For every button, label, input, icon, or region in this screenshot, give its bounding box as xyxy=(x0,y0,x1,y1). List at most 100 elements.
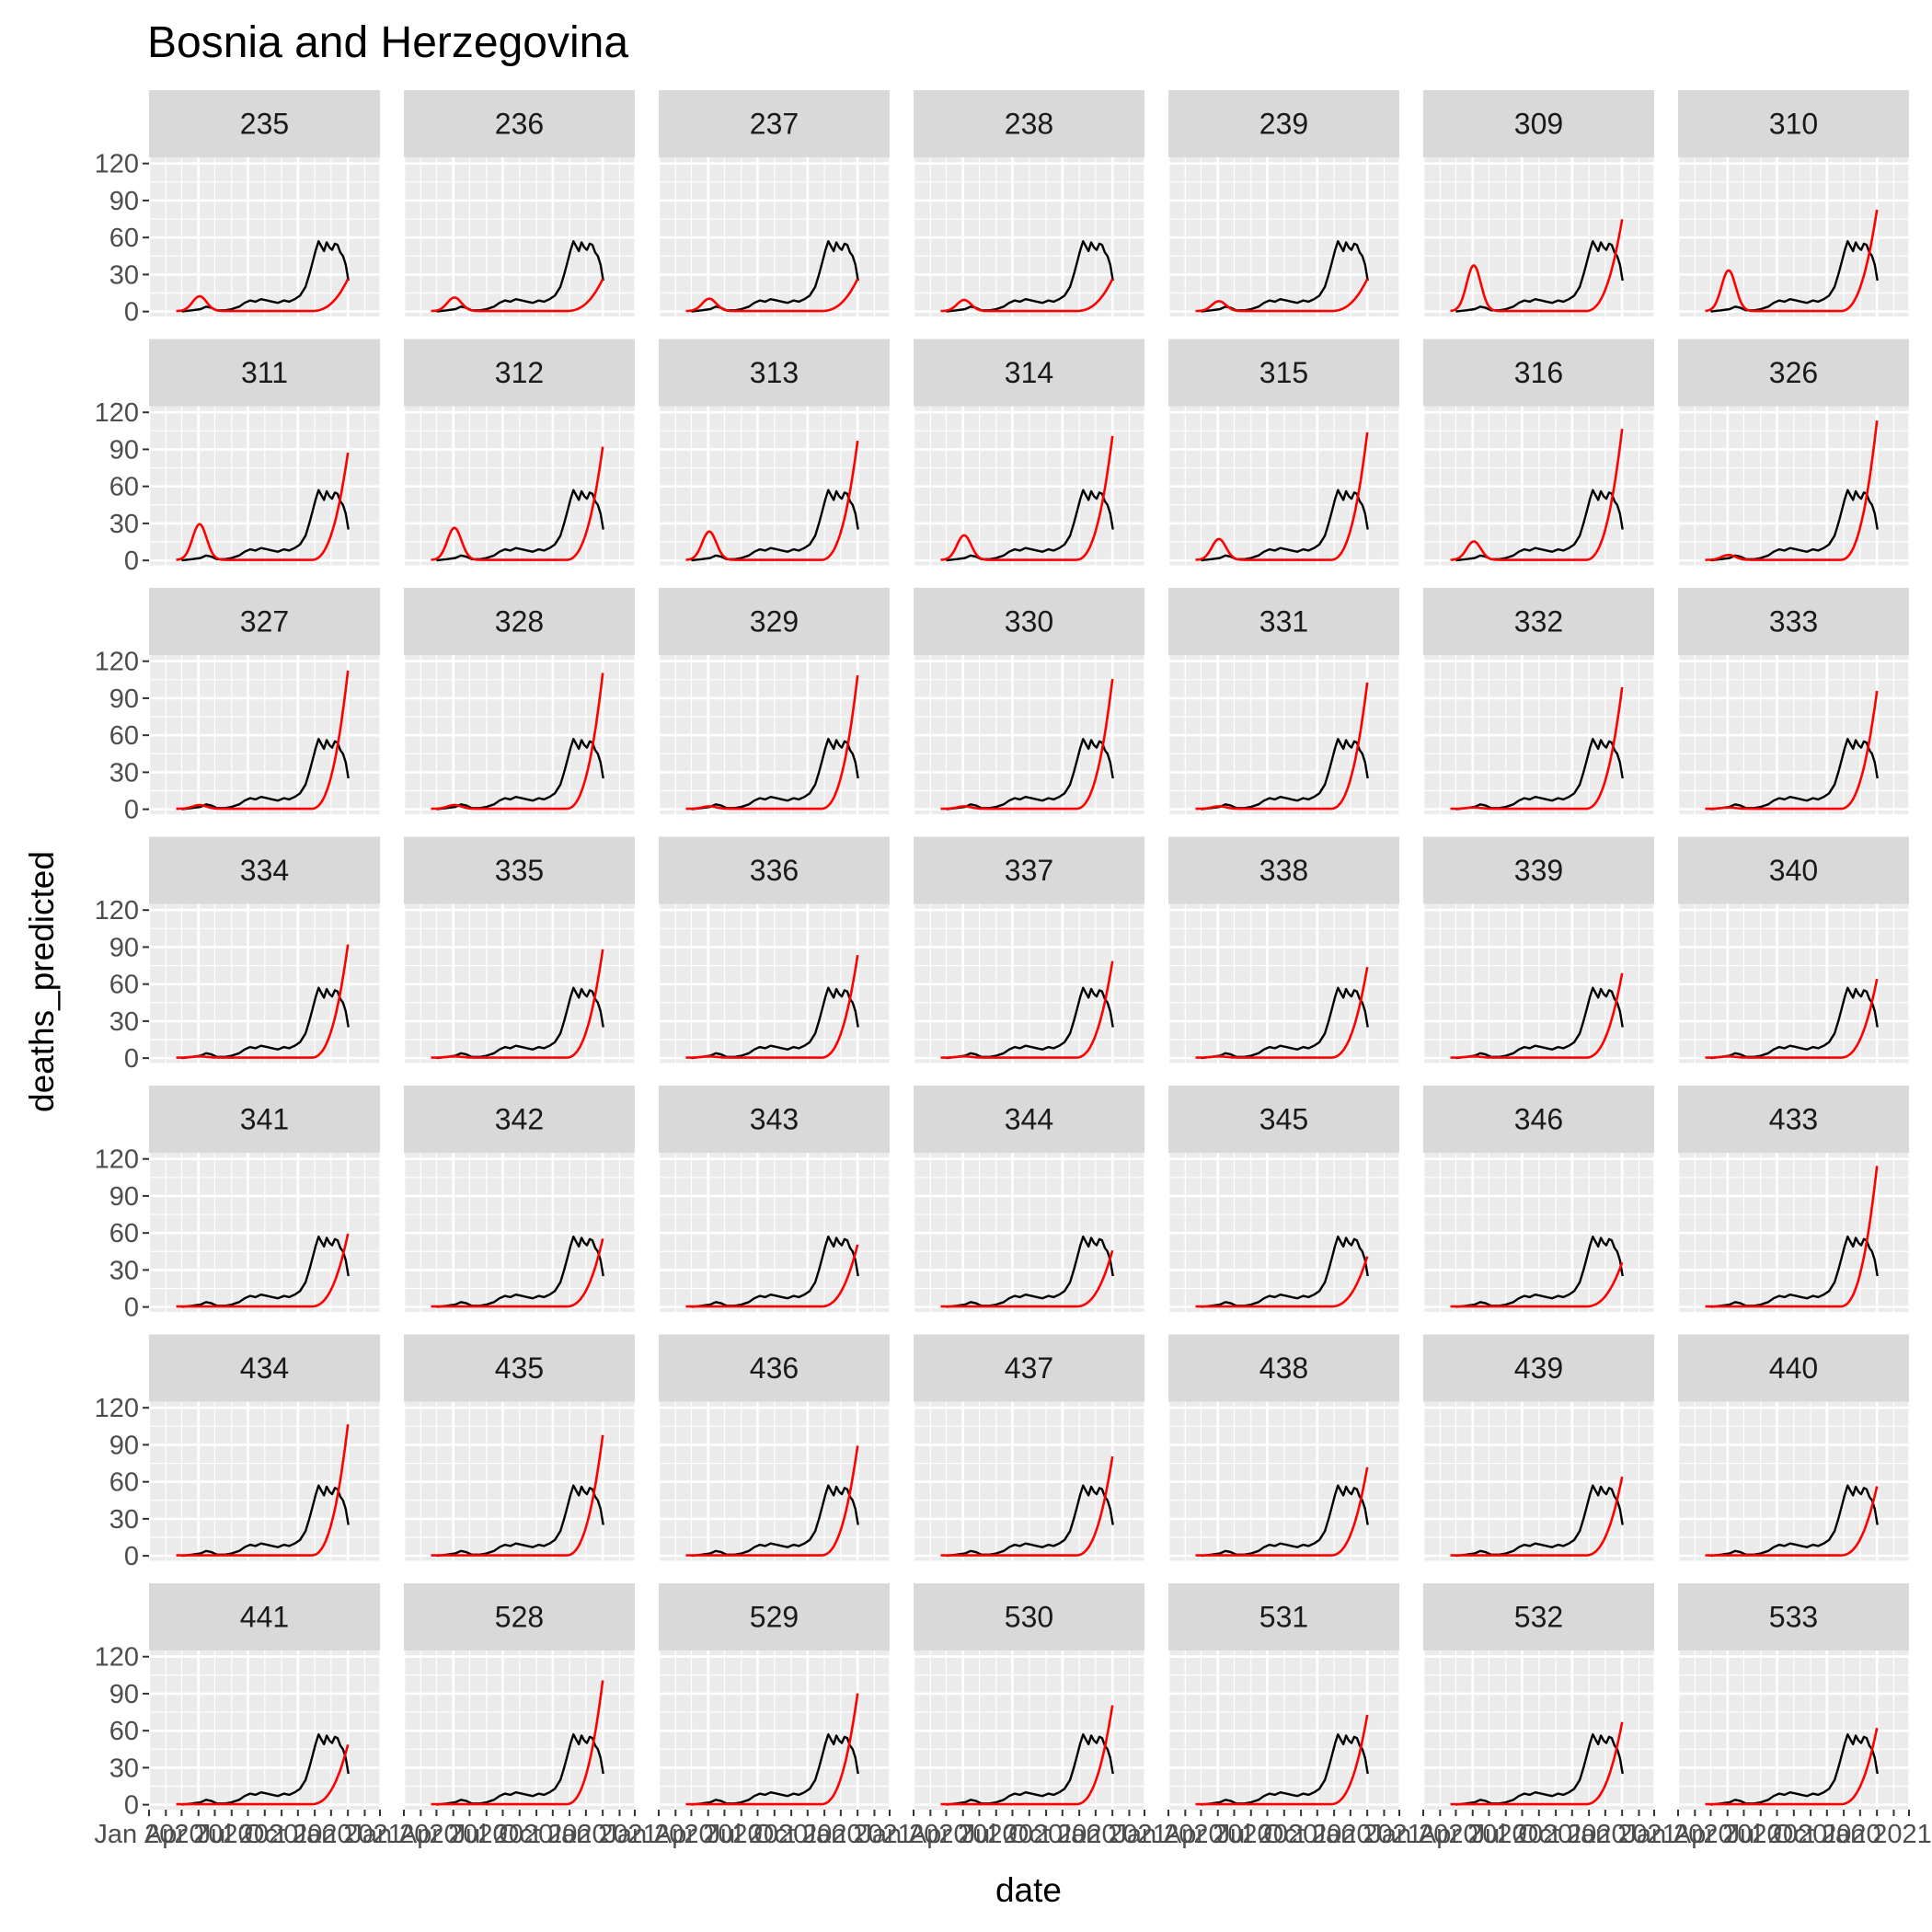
facet-strip xyxy=(149,1583,380,1650)
facet-strip xyxy=(1678,339,1909,407)
predicted-deaths-line xyxy=(431,446,604,561)
x-tick-label: Apr 2020 xyxy=(654,1820,763,1849)
predicted-deaths-line xyxy=(176,1233,350,1308)
facet-strip xyxy=(659,1334,890,1402)
facet-panel-314: 314 xyxy=(912,339,1145,566)
facet-panel-310: 310 xyxy=(1676,90,1910,316)
facet-strip xyxy=(404,339,635,407)
predicted-deaths-line xyxy=(940,278,1114,313)
predicted-deaths-line xyxy=(1450,1261,1624,1308)
facet-label: 326 xyxy=(1769,356,1818,389)
predicted-deaths-line xyxy=(1195,278,1369,313)
facet-strip xyxy=(1678,836,1909,904)
y-tick-label: 120 xyxy=(95,648,139,677)
y-tick-label: 0 xyxy=(124,298,139,328)
facet-panel-238: 238 xyxy=(912,90,1145,316)
facet-panel-329: 329 xyxy=(657,588,891,814)
x-tick-label: Jan 2020 xyxy=(94,1820,203,1849)
y-tick-label: 120 xyxy=(95,1394,139,1423)
predicted-deaths-line xyxy=(1195,966,1369,1059)
predicted-deaths-line xyxy=(1450,686,1624,811)
facet-strip xyxy=(1423,1583,1654,1650)
facet-strip xyxy=(659,588,890,655)
facet-strip xyxy=(659,90,890,157)
facet-label: 437 xyxy=(1005,1351,1053,1385)
facet-label: 340 xyxy=(1769,854,1818,887)
facet-panel-435: 435 xyxy=(402,1334,636,1561)
facet-label: 438 xyxy=(1259,1351,1308,1385)
y-tick-label: 30 xyxy=(109,758,139,788)
y-tick-label: 60 xyxy=(109,224,139,253)
y-tick-label: 90 xyxy=(109,1431,139,1460)
facet-strip xyxy=(1168,90,1399,157)
predicted-deaths-line xyxy=(1195,682,1369,811)
x-tick-label: Jan 2020 xyxy=(604,1820,713,1849)
facet-strip xyxy=(914,339,1144,407)
facet-label: 310 xyxy=(1769,108,1818,141)
facet-label: 435 xyxy=(495,1351,544,1385)
x-tick-label: Oct 2020 xyxy=(1008,1820,1117,1849)
predicted-deaths-line xyxy=(1450,972,1624,1059)
facet-label: 337 xyxy=(1005,854,1053,887)
facet-strip xyxy=(1423,339,1654,407)
facet-panel-332: 332 xyxy=(1421,588,1655,814)
facet-strip xyxy=(659,1086,890,1153)
y-tick-label: 60 xyxy=(109,1468,139,1498)
facet-label: 315 xyxy=(1259,356,1308,389)
facet-strip xyxy=(659,836,890,904)
x-tick-label: Apr 2020 xyxy=(1419,1820,1527,1849)
predicted-deaths-line xyxy=(1705,978,1879,1059)
facet-strip xyxy=(404,1334,635,1402)
facet-label: 433 xyxy=(1769,1103,1818,1136)
facet-label: 343 xyxy=(750,1103,799,1136)
facet-panel-342: 342 xyxy=(402,1086,636,1312)
x-tick-label: Apr 2020 xyxy=(909,1820,1018,1849)
facet-strip xyxy=(149,1334,380,1402)
facet-strip xyxy=(1168,588,1399,655)
predicted-deaths-line xyxy=(176,1744,350,1806)
facet-strip xyxy=(914,90,1144,157)
predicted-deaths-line xyxy=(685,1693,859,1806)
predicted-deaths-line xyxy=(1195,1256,1369,1308)
facet-panel-331: 331 xyxy=(1167,588,1400,814)
x-tick-label: Jan 2020 xyxy=(1368,1820,1478,1849)
facet-strip xyxy=(149,588,380,655)
predicted-deaths-line xyxy=(1450,1476,1624,1557)
x-tick-label: Oct 2020 xyxy=(1518,1820,1627,1849)
y-tick-label: 90 xyxy=(109,1182,139,1212)
facet-panel-334: 334 0 30 60 90 120 xyxy=(95,836,381,1074)
facet-panel-315: 315 xyxy=(1167,339,1400,566)
y-tick-label: 30 xyxy=(109,510,139,539)
facet-panel-330: 330 xyxy=(912,588,1145,814)
facet-label: 327 xyxy=(240,605,289,638)
facet-label: 336 xyxy=(750,854,799,887)
y-tick-label: 120 xyxy=(95,1145,139,1175)
y-tick-label: 60 xyxy=(109,1219,139,1248)
x-tick-label: Oct 2020 xyxy=(1263,1820,1372,1849)
predicted-deaths-line xyxy=(176,944,350,1059)
facet-label: 345 xyxy=(1259,1103,1308,1136)
facet-panel-235: 235 0 30 60 90 120 xyxy=(95,90,381,328)
facet-label: 334 xyxy=(240,854,289,887)
facet-panel-335: 335 xyxy=(402,836,636,1064)
facet-panel-340: 340 xyxy=(1676,836,1910,1064)
facet-label: 528 xyxy=(495,1601,544,1634)
facet-strip xyxy=(1423,588,1654,655)
facet-label: 532 xyxy=(1514,1601,1563,1634)
facet-panel-336: 336 xyxy=(657,836,891,1064)
x-tick-label: Jul 2020 xyxy=(1727,1820,1828,1849)
x-axis-title: date xyxy=(995,1871,1062,1909)
facet-strip xyxy=(1168,1583,1399,1650)
predicted-deaths-line xyxy=(1450,1721,1624,1806)
predicted-deaths-line xyxy=(431,673,604,811)
x-tick-label: Jan 2020 xyxy=(858,1820,968,1849)
x-tick-label: Jan 2021 xyxy=(1312,1820,1421,1849)
x-tick-label: Jul 2020 xyxy=(1217,1820,1318,1849)
facet-label: 333 xyxy=(1769,605,1818,638)
